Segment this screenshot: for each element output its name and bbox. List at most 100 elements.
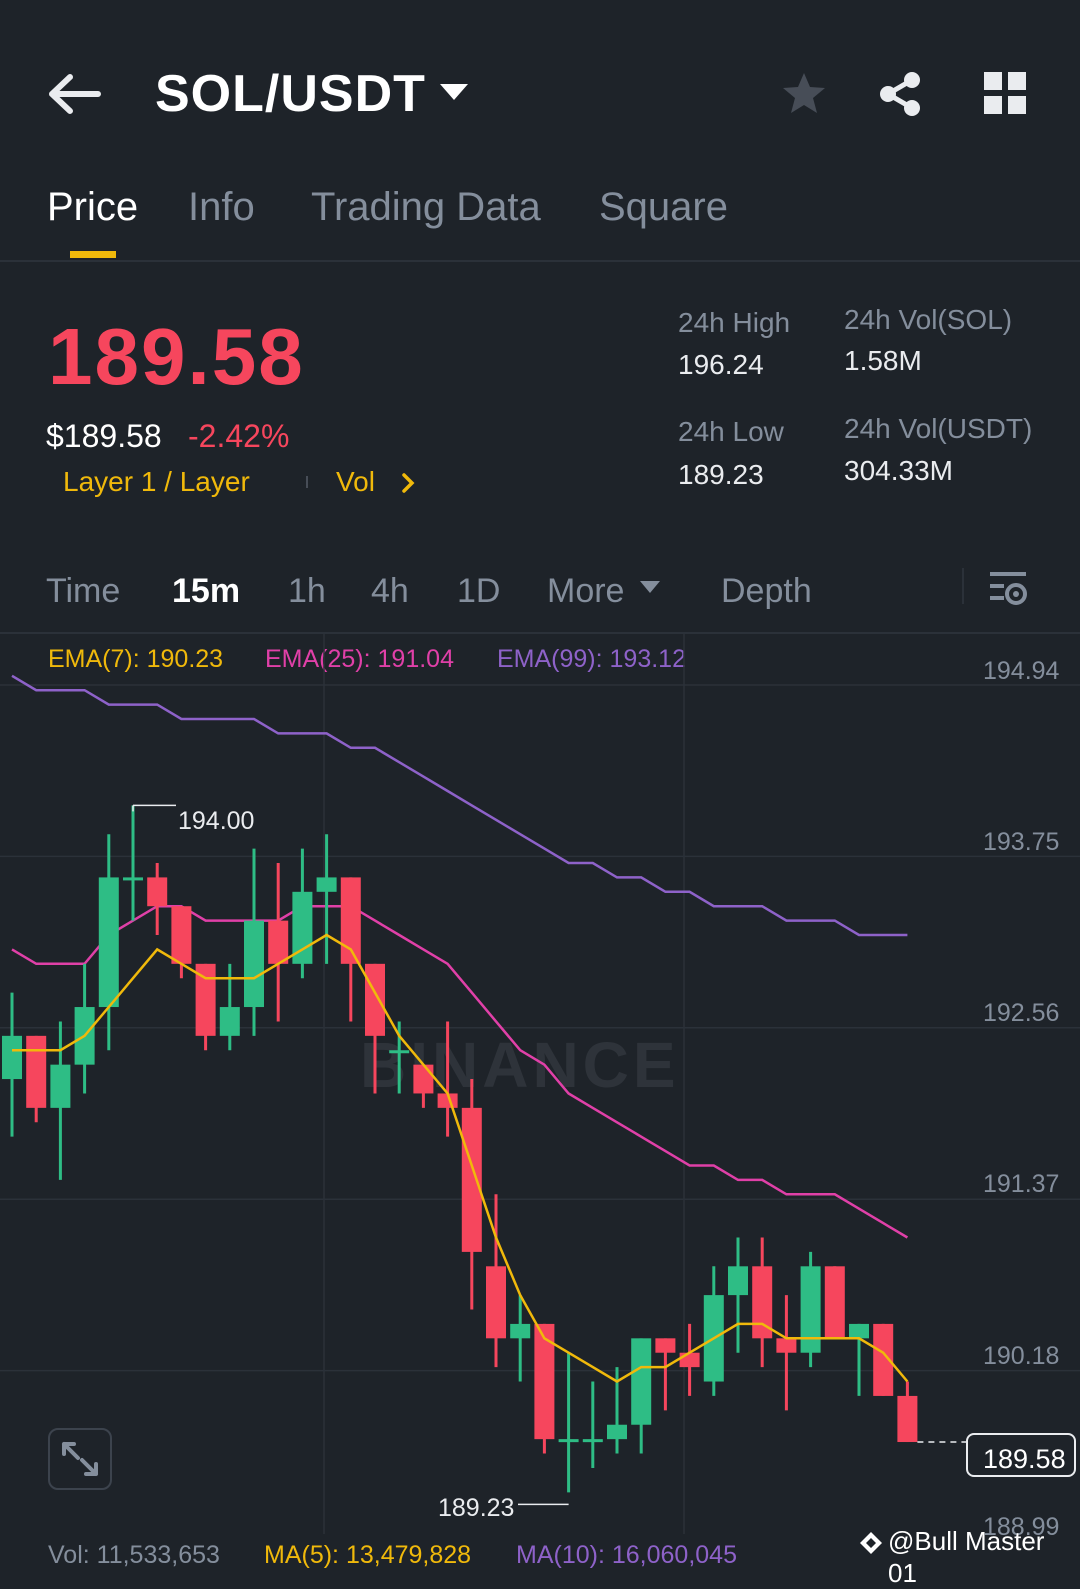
y-axis-label: 190.18 — [983, 1342, 1060, 1370]
high-label: 24h High — [678, 307, 791, 338]
price-change-percent: -2.42% — [188, 418, 290, 454]
candle-body — [365, 963, 385, 1036]
fullscreen-button[interactable] — [48, 1428, 112, 1490]
ema25-line — [11, 904, 909, 1239]
candle-body — [268, 920, 289, 964]
candle-body — [437, 1093, 458, 1108]
candle-body — [316, 877, 337, 892]
candle-body — [123, 877, 143, 881]
last-price: 189.58 — [48, 312, 305, 401]
volume-label: Vol: 11,533,653 — [48, 1541, 220, 1569]
candle-body — [679, 1352, 700, 1368]
low-marker-label: 189.23 — [438, 1494, 515, 1522]
grid-menu-button[interactable] — [984, 72, 1026, 114]
vol-base-label: 24h Vol(SOL) — [844, 304, 1013, 335]
grid-icon — [984, 72, 1026, 114]
candle-body — [776, 1338, 797, 1353]
candle-body — [461, 1107, 482, 1252]
low-label: 24h Low — [678, 416, 784, 447]
credit-text: @Bull Master 01 — [888, 1526, 1045, 1588]
candle-body — [728, 1266, 748, 1296]
candle-body — [631, 1338, 652, 1425]
back-arrow-icon — [49, 74, 101, 114]
candle-body — [98, 877, 119, 1008]
vol-quote-value: 304.33M — [844, 455, 953, 486]
candle-body — [582, 1439, 603, 1443]
interval-15m[interactable]: 15m — [172, 572, 241, 610]
divider — [0, 632, 1080, 634]
ema99-line — [11, 674, 908, 937]
tab-square[interactable]: Square — [599, 185, 728, 229]
tab-trading-data[interactable]: Trading Data — [311, 185, 541, 229]
candle-body — [413, 1064, 434, 1094]
low-value: 189.23 — [678, 459, 764, 490]
y-axis-label: 194.94 — [983, 657, 1060, 685]
ema7-label: EMA(7): 190.23 — [48, 645, 224, 673]
ema7-line — [12, 933, 909, 1383]
candle-body — [2, 1035, 22, 1080]
diamond-logo-icon — [858, 1530, 884, 1556]
candle-body — [486, 1266, 506, 1339]
chevron-right-icon[interactable] — [400, 472, 416, 494]
candle-body — [824, 1266, 845, 1339]
candle-body — [752, 1266, 773, 1339]
candle-body — [534, 1323, 555, 1440]
candle-body — [558, 1439, 579, 1443]
candle-body — [340, 877, 361, 964]
interval-1d[interactable]: 1D — [457, 572, 501, 610]
candle-body — [849, 1323, 869, 1339]
favorite-button[interactable] — [780, 70, 828, 118]
divider — [962, 568, 964, 604]
tab-price[interactable]: Price — [47, 185, 139, 229]
chart-settings-button[interactable] — [988, 568, 1028, 608]
candle-body — [244, 920, 264, 1008]
candlestick-chart[interactable] — [0, 634, 1080, 1534]
pair-title[interactable]: SOL/USDT — [155, 65, 426, 123]
current-price-label: 189.58 — [983, 1444, 1066, 1474]
candle-body — [873, 1323, 894, 1396]
usd-price: $189.58 — [46, 418, 162, 454]
interval-more[interactable]: More — [547, 572, 625, 610]
volume-ma10-label: MA(10): 16,060,045 — [516, 1541, 737, 1569]
share-icon — [880, 72, 920, 116]
candle-body — [897, 1395, 918, 1443]
candle-body — [389, 1050, 410, 1054]
vol-base-value: 1.58M — [844, 345, 922, 376]
candle-body — [219, 1007, 240, 1036]
candle-body — [607, 1424, 627, 1440]
category-link[interactable]: Layer 1 / Layer — [63, 466, 250, 497]
candle-body — [50, 1064, 71, 1108]
expand-icon — [62, 1442, 98, 1476]
interval-1h[interactable]: 1h — [288, 572, 326, 610]
candle-body — [655, 1338, 676, 1353]
high-value: 196.24 — [678, 349, 764, 380]
interval-time[interactable]: Time — [46, 572, 121, 610]
candle-body — [171, 906, 192, 964]
current-price-tag — [966, 1433, 1076, 1477]
candle-body — [147, 877, 168, 907]
divider — [0, 260, 1080, 262]
volume-ma5-label: MA(5): 13,479,828 — [264, 1541, 472, 1569]
y-axis-label: 192.56 — [983, 999, 1060, 1027]
watermark: BINANCE — [360, 1029, 680, 1101]
interval-4h[interactable]: 4h — [371, 572, 409, 610]
high-marker-label: 194.00 — [178, 807, 255, 835]
caret-down-icon[interactable] — [440, 84, 468, 100]
candle-body — [195, 963, 216, 1036]
ema99-label: EMA(99): 193.12 — [497, 645, 686, 673]
candle-body — [26, 1035, 47, 1108]
divider — [306, 476, 308, 488]
tab-info[interactable]: Info — [188, 185, 255, 229]
caret-down-icon[interactable] — [640, 581, 660, 593]
ema25-label: EMA(25): 191.04 — [265, 645, 454, 673]
back-button[interactable] — [48, 70, 104, 118]
vol-link[interactable]: Vol — [336, 466, 375, 497]
depth-tab[interactable]: Depth — [721, 572, 812, 610]
vol-quote-label: 24h Vol(USDT) — [844, 413, 1033, 444]
y-axis-label: 193.75 — [983, 828, 1060, 856]
candle-body — [800, 1266, 821, 1353]
y-axis-label: 191.37 — [983, 1170, 1060, 1198]
share-button[interactable] — [876, 70, 924, 118]
star-icon — [783, 73, 825, 113]
active-tab-indicator — [70, 251, 116, 258]
